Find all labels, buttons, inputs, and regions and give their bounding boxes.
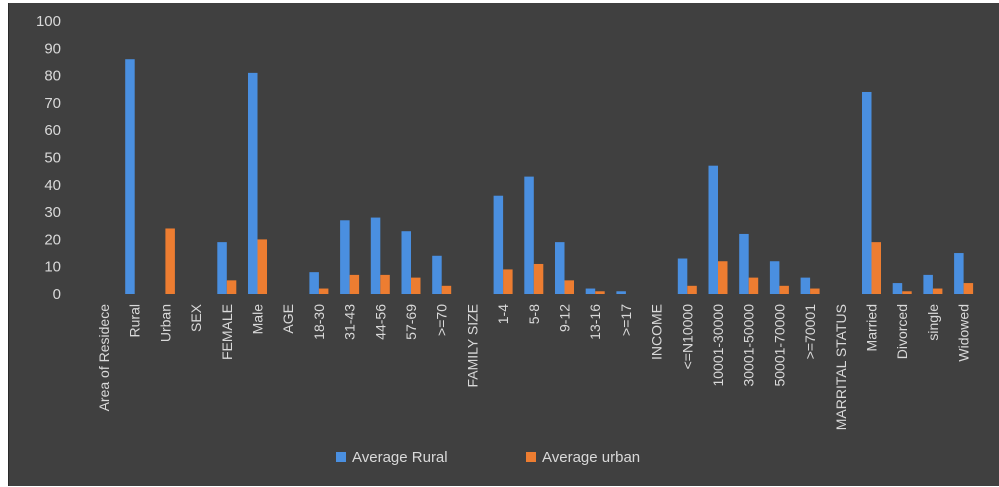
legend-swatch — [336, 452, 346, 462]
bar-average-urban — [963, 283, 974, 294]
bar-average-rural — [800, 277, 811, 294]
x-category-label: Divorced — [894, 304, 910, 359]
bar-average-urban — [595, 291, 605, 294]
x-category-label: 13-16 — [587, 304, 603, 340]
bar-average-urban — [748, 277, 759, 294]
x-category-label: FAMILY SIZE — [464, 304, 480, 388]
y-tick-label: 10 — [44, 259, 61, 276]
y-tick-label: 20 — [44, 231, 61, 248]
x-category-label: Rural — [127, 304, 143, 337]
bar-average-rural — [769, 261, 780, 294]
x-category-label: SEX — [188, 303, 204, 332]
bar-average-rural — [370, 217, 381, 294]
x-category-label: >=70001 — [802, 304, 818, 359]
bar-average-rural — [309, 272, 319, 294]
x-category-label: 5-8 — [526, 304, 542, 324]
x-category-label: 18-30 — [311, 304, 327, 340]
bar-average-rural — [125, 59, 135, 294]
y-tick-label: 30 — [44, 204, 61, 221]
x-category-label: MARRITAL STATUS — [833, 304, 849, 430]
bar-average-rural — [432, 255, 442, 294]
x-category-label: Male — [250, 304, 266, 335]
bar-average-rural — [739, 233, 749, 294]
y-tick-label: 60 — [44, 122, 61, 139]
y-tick-label: 40 — [44, 177, 61, 194]
bar-average-urban — [503, 269, 513, 294]
bar-chart: 0 10 20 30 40 50 60 70 80 90 100 Area of Residece R… — [36, 13, 974, 466]
x-category-label: AGE — [280, 304, 296, 334]
bar-average-urban — [533, 263, 544, 294]
x-category-label: FEMALE — [219, 304, 235, 360]
x-category-label: 57-69 — [403, 304, 419, 340]
x-category-label: 30001-50000 — [741, 304, 757, 387]
x-category-label: INCOME — [649, 304, 665, 360]
bar-average-rural — [616, 291, 626, 294]
y-tick-label: 90 — [44, 40, 61, 57]
bar-average-rural — [923, 274, 933, 294]
bar-average-urban — [349, 274, 360, 294]
bar-average-urban — [165, 228, 175, 294]
x-category-label: 10001-30000 — [710, 304, 726, 387]
y-tick-label: 80 — [44, 68, 61, 85]
y-tick-label: 70 — [44, 95, 61, 112]
bar-average-urban — [810, 288, 820, 294]
bar-average-urban — [564, 280, 574, 294]
bar-average-urban — [226, 280, 237, 294]
bar-average-urban — [380, 274, 390, 294]
x-category-label: 50001-70000 — [771, 304, 787, 387]
chart-area: 0 10 20 30 40 50 60 70 80 90 100 Area of Residece R… — [8, 3, 999, 486]
x-category-label: Widowed — [956, 304, 972, 362]
bar-average-urban — [687, 285, 697, 294]
bar-average-urban — [932, 288, 943, 294]
legend-swatch — [526, 452, 536, 462]
bar-average-rural — [677, 258, 688, 294]
y-tick-label: 50 — [44, 150, 61, 167]
bar-average-rural — [954, 253, 964, 294]
x-category-label: Urban — [157, 304, 173, 342]
bar-average-urban — [411, 277, 421, 294]
bar-average-rural — [493, 195, 504, 294]
bar-average-urban — [257, 239, 267, 294]
bar-average-rural — [862, 91, 872, 294]
x-category-label: 9-12 — [557, 304, 573, 332]
bar-average-rural — [555, 242, 565, 294]
bar-average-rural — [401, 231, 411, 294]
x-category-label: 44-56 — [372, 304, 388, 340]
x-category-label: 1-4 — [495, 304, 511, 324]
x-category-label: <=N10000 — [679, 304, 695, 370]
x-category-label: >=70 — [434, 304, 450, 336]
bar-average-urban — [441, 285, 452, 294]
bar-average-rural — [340, 220, 350, 294]
x-category-label: >=17 — [618, 304, 634, 336]
bar-average-urban — [318, 288, 329, 294]
bar-average-rural — [708, 165, 718, 294]
bar-average-rural — [524, 176, 534, 294]
x-category-label: Area of Residece — [96, 304, 112, 412]
legend-label: Average urban — [542, 449, 640, 466]
legend-label: Average Rural — [352, 449, 448, 466]
x-category-label: Married — [864, 304, 880, 351]
bar-average-urban — [779, 285, 789, 294]
y-tick-label: 0 — [53, 286, 61, 303]
y-tick-label: 100 — [36, 13, 61, 30]
x-category-label: 31-43 — [342, 304, 358, 340]
bar-average-rural — [585, 288, 596, 294]
bar-average-urban — [718, 261, 728, 294]
bar-average-rural — [217, 242, 227, 294]
bar-average-urban — [871, 242, 881, 294]
bar-average-rural — [892, 283, 903, 294]
x-category-label: single — [925, 304, 941, 341]
bar-average-rural — [248, 72, 258, 295]
bar-average-urban — [902, 291, 912, 294]
